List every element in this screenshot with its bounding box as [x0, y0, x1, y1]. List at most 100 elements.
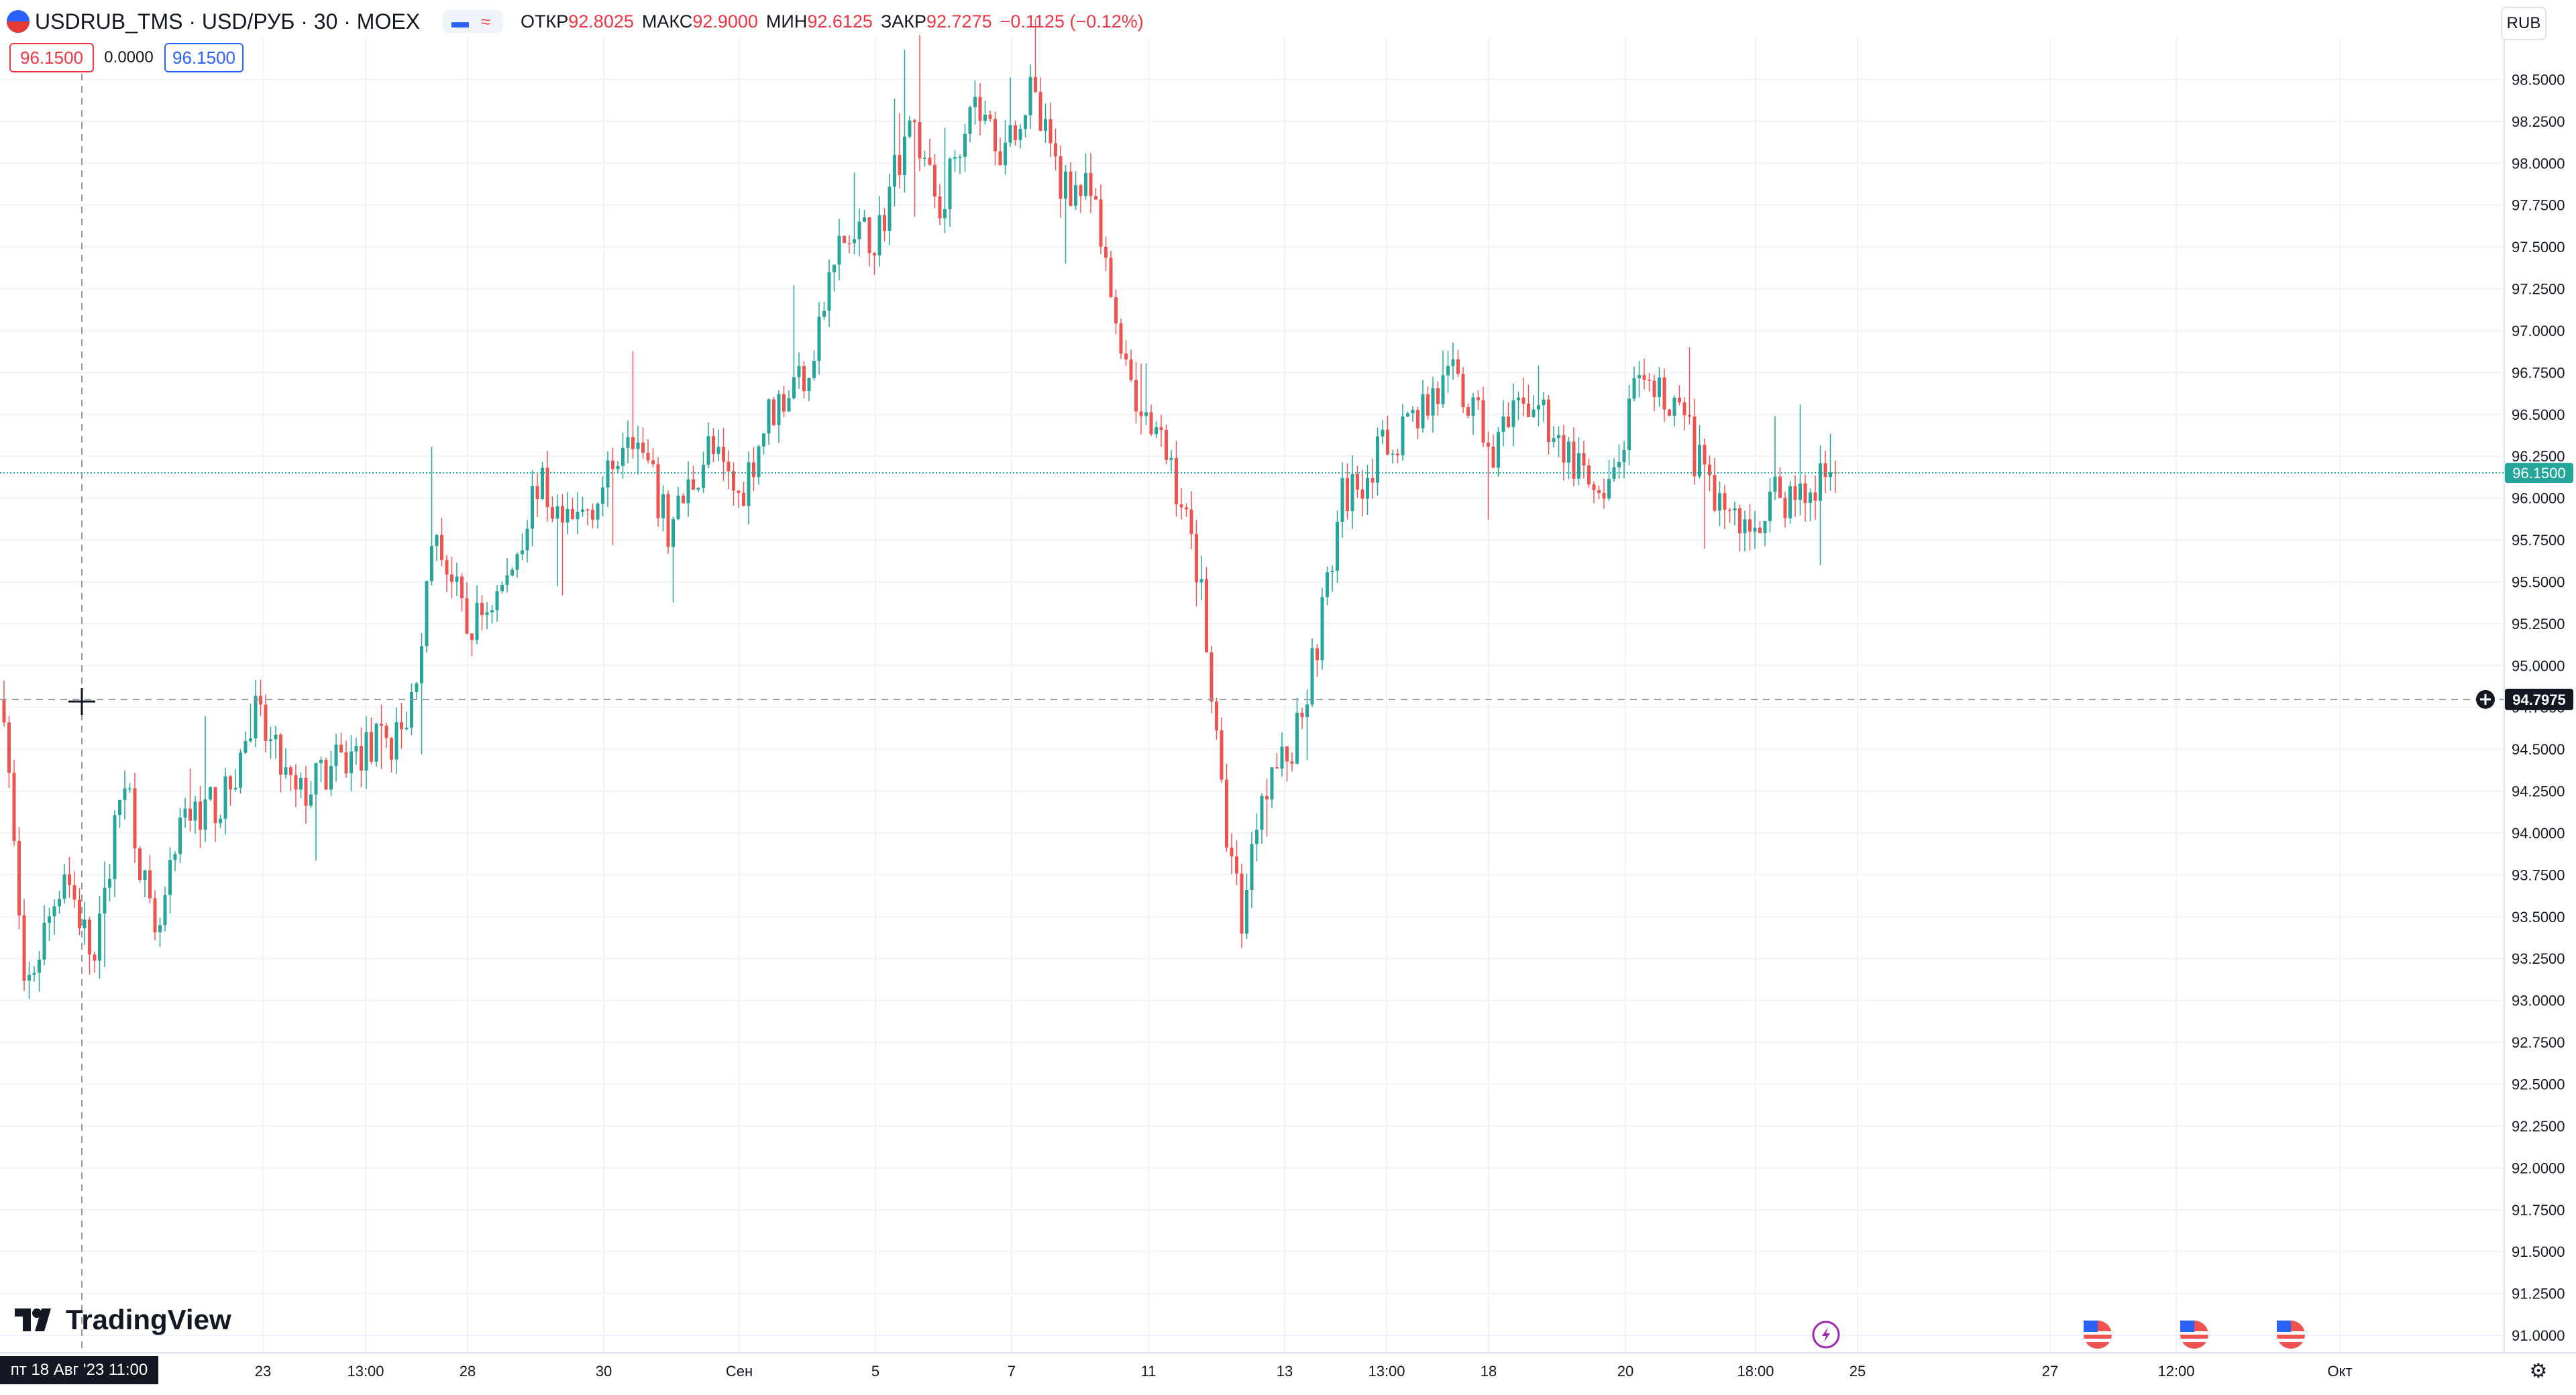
candle: [1698, 425, 1701, 479]
candle: [143, 869, 147, 897]
candle: [1441, 350, 1445, 408]
us-flag-icon[interactable]: [2084, 1321, 2112, 1349]
us-flag-icon[interactable]: [2277, 1321, 2305, 1349]
bid-button[interactable]: 96.1500: [9, 43, 94, 72]
candle: [400, 702, 403, 749]
candle: [1265, 778, 1269, 837]
candle: [480, 595, 484, 630]
candle: [1497, 427, 1500, 477]
candle: [606, 451, 610, 508]
candle: [1431, 377, 1435, 433]
candle: [1310, 638, 1314, 708]
candle: [1587, 458, 1591, 488]
price-tick-label: 96.5000: [2512, 406, 2565, 423]
candle: [1461, 367, 1465, 413]
candle: [656, 457, 660, 527]
symbol-title[interactable]: USDRUB_TMS · USD/РУБ · 30 · MOEX: [35, 9, 421, 34]
candle: [978, 83, 982, 135]
candle: [1300, 708, 1304, 729]
candle: [244, 731, 248, 755]
candle: [994, 111, 997, 166]
candle: [747, 451, 751, 524]
candle: [566, 492, 570, 535]
candle: [1326, 566, 1329, 606]
candle: [344, 740, 348, 778]
candle: [1049, 102, 1053, 158]
candle: [601, 476, 604, 516]
candle: [1079, 184, 1083, 213]
candle: [571, 497, 574, 520]
candle: [1411, 406, 1415, 423]
candle: [380, 704, 383, 769]
us-flag-icon[interactable]: [2180, 1321, 2208, 1349]
candle: [732, 462, 735, 506]
candle: [1527, 384, 1530, 417]
candle: [1275, 752, 1279, 769]
candle: [1627, 384, 1631, 465]
time-tick-label: 20: [1617, 1363, 1633, 1380]
candle: [1179, 488, 1183, 520]
candle: [490, 605, 494, 624]
candle: [1386, 415, 1389, 456]
candle: [1330, 565, 1334, 592]
candle: [853, 172, 856, 255]
price-tick-label: 98.0000: [2512, 155, 2565, 172]
candle: [586, 508, 590, 526]
candle: [1059, 145, 1063, 218]
price-tick-label: 95.7500: [2512, 532, 2565, 549]
candle: [1169, 450, 1173, 471]
price-tick-label: 97.7500: [2512, 197, 2565, 214]
currency-button[interactable]: RUB: [2501, 7, 2546, 40]
candle: [742, 482, 745, 506]
candle: [58, 891, 61, 914]
candle: [108, 864, 111, 902]
candle: [370, 717, 373, 765]
candle: [1346, 463, 1349, 520]
candle: [1028, 64, 1032, 129]
candle: [903, 49, 906, 193]
candle: [767, 398, 771, 445]
candle: [1336, 510, 1339, 583]
time-tick-label: 23: [255, 1363, 271, 1380]
candle: [350, 735, 353, 792]
candle: [72, 871, 76, 908]
candle: [364, 716, 368, 789]
candle: [284, 748, 288, 779]
price-tick-label: 91.5000: [2512, 1243, 2565, 1260]
candle: [309, 781, 313, 808]
candle: [545, 450, 549, 522]
candle: [692, 465, 695, 490]
candle: [1406, 411, 1409, 418]
candle: [354, 737, 358, 765]
candle: [410, 683, 413, 736]
last-price-label: 96.1500: [2512, 465, 2566, 482]
plus-circle-icon[interactable]: [2476, 689, 2495, 709]
candle: [1753, 510, 1757, 549]
time-tick-label: 11: [1141, 1363, 1157, 1380]
lightning-icon[interactable]: [1812, 1321, 1840, 1349]
candle: [1662, 368, 1666, 422]
candle: [1723, 485, 1727, 529]
candle: [78, 887, 81, 936]
candle: [948, 157, 952, 227]
candle: [1084, 153, 1087, 201]
candle: [1114, 289, 1118, 335]
settings-gear-icon[interactable]: ⚙: [2529, 1359, 2548, 1382]
time-tick-label: 13: [1277, 1363, 1293, 1380]
candle: [722, 428, 725, 482]
candle: [1255, 813, 1258, 862]
candle: [1833, 460, 1837, 493]
candle: [1129, 349, 1133, 382]
candle: [1381, 420, 1385, 445]
candle: [1189, 491, 1193, 549]
candle: [103, 861, 107, 967]
candle: [1748, 504, 1752, 551]
ask-button[interactable]: 96.1500: [164, 43, 244, 72]
tradingview-logo[interactable]: TradingView: [15, 1304, 231, 1336]
candle: [933, 154, 936, 209]
candle: [12, 760, 16, 846]
indicator-toggle[interactable]: ▬ ≈: [443, 10, 504, 33]
candle: [1582, 441, 1586, 479]
candle: [394, 708, 398, 774]
